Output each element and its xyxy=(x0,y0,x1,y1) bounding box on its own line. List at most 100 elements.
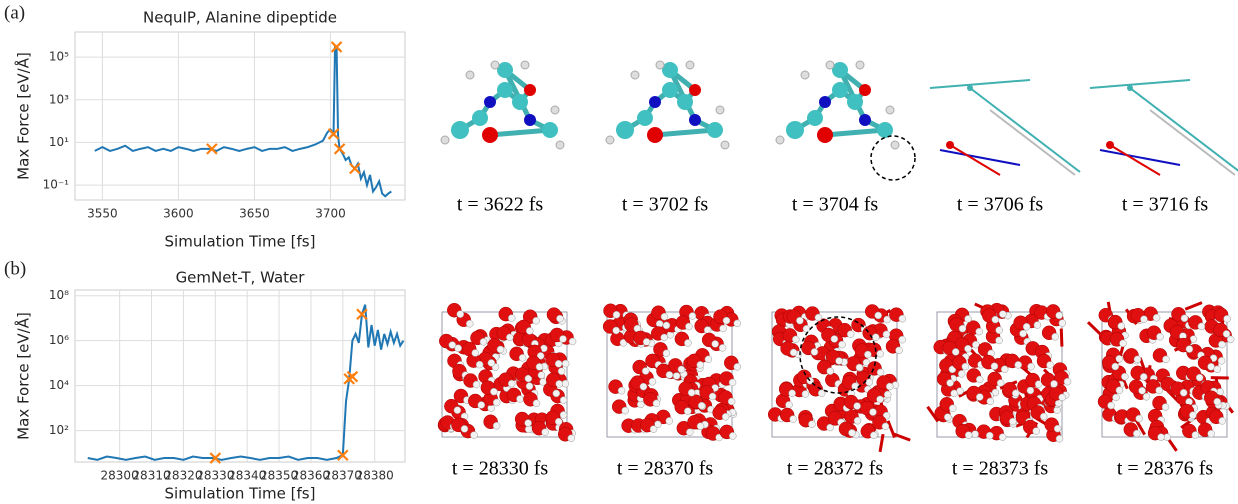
hydrogen xyxy=(951,348,960,356)
hydrogen xyxy=(1107,401,1115,410)
atom xyxy=(825,60,835,70)
hydrogen xyxy=(838,340,846,349)
atom xyxy=(800,70,810,80)
hydrogen xyxy=(957,370,966,378)
hydrogen xyxy=(559,396,568,404)
hydrogen xyxy=(862,358,871,367)
force-vector xyxy=(1059,328,1064,347)
atom xyxy=(520,60,530,70)
hydrogen xyxy=(619,339,628,347)
hydrogen xyxy=(684,339,692,347)
hydrogen xyxy=(665,371,674,379)
atom xyxy=(885,105,895,115)
hydrogen xyxy=(1115,355,1123,363)
hydrogen xyxy=(1157,433,1165,441)
hydrogen xyxy=(801,390,810,398)
hydrogen xyxy=(1179,388,1188,397)
hydrogen xyxy=(1223,315,1231,323)
hydrogen xyxy=(556,314,564,323)
hydrogen xyxy=(1050,380,1058,388)
hydrogen xyxy=(846,330,855,338)
hydrogen xyxy=(496,345,505,354)
hydrogen xyxy=(1140,315,1148,323)
hydrogen xyxy=(898,335,906,344)
hydrogen xyxy=(524,374,533,383)
hydrogen xyxy=(835,357,843,365)
x-tick-label: 28360 xyxy=(292,469,330,483)
hydrogen xyxy=(1155,386,1163,395)
hydrogen xyxy=(642,338,651,346)
hydrogen xyxy=(972,340,980,349)
hydrogen xyxy=(851,382,859,391)
hydrogen xyxy=(1026,386,1035,395)
atom xyxy=(847,94,863,110)
x-tick-label: 28370 xyxy=(324,469,362,483)
hydrogen xyxy=(995,326,1003,334)
marker xyxy=(206,143,218,155)
hydrogen xyxy=(541,428,549,436)
hydrogen xyxy=(870,431,878,440)
atom xyxy=(832,62,848,78)
atom xyxy=(662,82,678,98)
atom xyxy=(524,84,536,96)
hydrogen xyxy=(507,379,516,388)
snapshot-caption: t = 3702 fs xyxy=(622,194,708,216)
atom xyxy=(647,127,663,143)
hydrogen xyxy=(985,431,994,440)
atom xyxy=(689,114,701,126)
hydrogen xyxy=(711,340,719,348)
hydrogen xyxy=(554,360,563,368)
hydrogen xyxy=(617,386,626,395)
hydrogen xyxy=(855,363,864,372)
hydrogen xyxy=(995,336,1003,345)
atom xyxy=(890,140,900,150)
hydrogen xyxy=(1195,373,1204,382)
hydrogen xyxy=(477,401,486,409)
hydrogen xyxy=(1040,412,1048,421)
force-vector xyxy=(878,433,885,453)
hydrogen xyxy=(733,319,741,328)
hydrogen xyxy=(639,382,648,391)
atom xyxy=(649,96,661,108)
hydrogen xyxy=(492,398,501,407)
hydrogen xyxy=(1117,322,1126,330)
bond xyxy=(969,87,1081,173)
hydrogen xyxy=(971,430,979,438)
atom xyxy=(490,60,500,70)
hydrogen xyxy=(1014,361,1022,369)
hydrogen xyxy=(532,316,540,325)
bond xyxy=(654,127,716,138)
x-tick-label: 28300 xyxy=(101,469,139,483)
hydrogen xyxy=(853,402,861,410)
atom xyxy=(817,127,833,143)
hydrogen xyxy=(1156,332,1164,341)
line xyxy=(94,45,392,198)
atom xyxy=(662,62,678,78)
hydrogen xyxy=(792,335,800,344)
atom xyxy=(497,82,513,98)
hydrogen xyxy=(1058,319,1067,327)
hydrogen xyxy=(525,382,534,390)
hydrogen xyxy=(1133,355,1142,364)
panel-label: (a) xyxy=(4,2,25,23)
atom xyxy=(832,82,848,98)
y-tick-label: 10³ xyxy=(49,92,69,106)
hydrogen xyxy=(964,431,973,439)
atom xyxy=(775,135,785,145)
hydrogen xyxy=(1012,389,1020,398)
bond xyxy=(939,149,1021,166)
hydrogen xyxy=(662,349,671,358)
hydrogen xyxy=(1197,322,1206,331)
marker xyxy=(333,143,346,155)
hydrogen xyxy=(508,314,516,322)
hydrogen xyxy=(1213,397,1221,406)
x-tick-label: 3650 xyxy=(239,207,270,221)
hydrogen xyxy=(697,401,706,410)
hydrogen xyxy=(559,411,568,419)
snapshot-caption: t = 3704 fs xyxy=(792,194,878,216)
y-tick-label: 10⁵ xyxy=(49,50,69,64)
hydrogen xyxy=(964,315,972,323)
hydrogen xyxy=(727,397,736,406)
atom xyxy=(946,141,954,149)
